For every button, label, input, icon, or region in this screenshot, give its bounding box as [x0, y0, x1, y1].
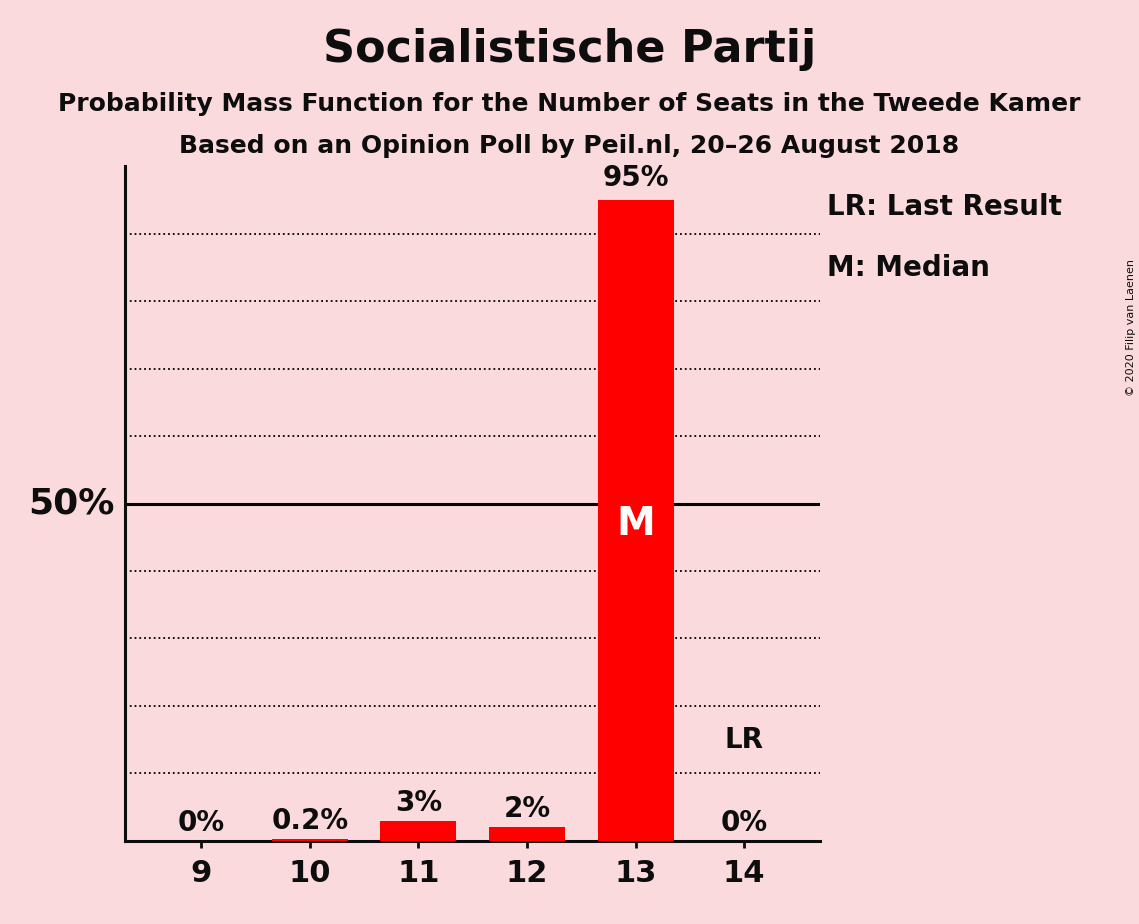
- Text: 2%: 2%: [503, 796, 550, 823]
- Bar: [380, 821, 457, 841]
- Text: 95%: 95%: [603, 164, 669, 192]
- Text: 3%: 3%: [395, 788, 442, 817]
- Text: M: M: [616, 505, 655, 542]
- Text: 0%: 0%: [721, 808, 768, 837]
- Text: LR: LR: [724, 725, 763, 754]
- Text: 0.2%: 0.2%: [271, 808, 349, 835]
- Text: 0%: 0%: [178, 808, 224, 837]
- Bar: [598, 201, 673, 841]
- Text: © 2020 Filip van Laenen: © 2020 Filip van Laenen: [1126, 259, 1136, 395]
- Text: 50%: 50%: [28, 487, 114, 520]
- Bar: [272, 840, 347, 841]
- Text: Probability Mass Function for the Number of Seats in the Tweede Kamer: Probability Mass Function for the Number…: [58, 92, 1081, 116]
- Text: M: Median: M: Median: [827, 254, 990, 282]
- Text: LR: Last Result: LR: Last Result: [827, 193, 1062, 222]
- Bar: [489, 827, 565, 841]
- Text: Socialistische Partij: Socialistische Partij: [322, 28, 817, 71]
- Text: Based on an Opinion Poll by Peil.nl, 20–26 August 2018: Based on an Opinion Poll by Peil.nl, 20–…: [180, 134, 959, 158]
